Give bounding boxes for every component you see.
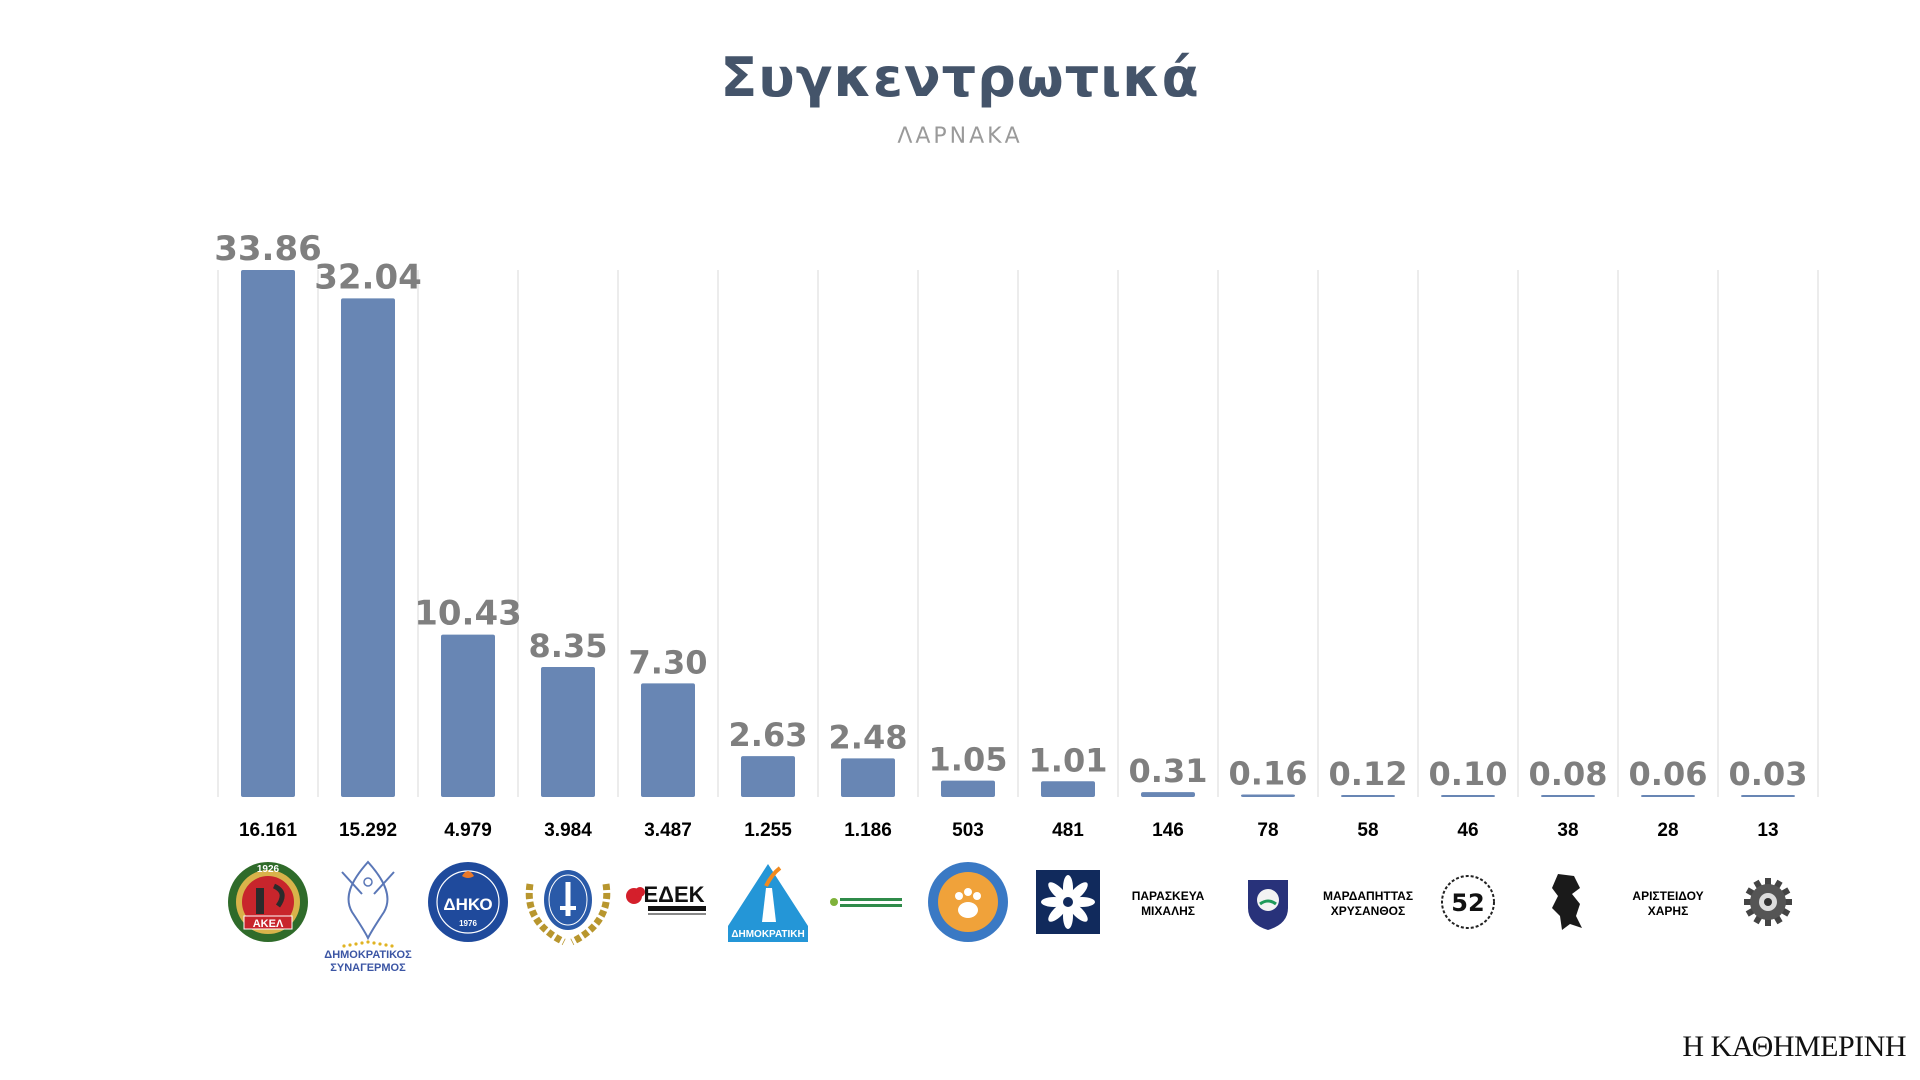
svg-text:ΠΑΡΑΤΑΞΗ: ΠΑΡΑΤΑΞΗ <box>741 941 794 952</box>
vote-count-label: 16.161 <box>239 820 298 841</box>
bar <box>541 667 595 797</box>
vote-count-label: 1.186 <box>844 820 892 841</box>
svg-text:ΧΑΡΗΣ: ΧΑΡΗΣ <box>1648 904 1689 918</box>
animal-party-emblem <box>928 862 1008 942</box>
value-label: 7.30 <box>629 643 708 681</box>
brand-logo: Η ΚΑΘΗΜΕΡΙΝΗ <box>1682 1030 1906 1063</box>
bar <box>741 756 795 797</box>
vote-labels: 16.161 15.292 4.979 3.984 3.487 1.255 1.186 503… <box>239 820 1779 841</box>
bar <box>1341 795 1395 797</box>
vote-count-label: 46 <box>1457 820 1478 841</box>
value-label: 1.01 <box>1029 741 1108 779</box>
value-label: 0.31 <box>1129 752 1208 790</box>
flower-emblem <box>1036 870 1100 934</box>
vote-count-label: 1.255 <box>744 820 792 841</box>
bar <box>341 298 395 797</box>
svg-text:ΑΚΕΛ: ΑΚΕΛ <box>253 918 284 930</box>
vote-count-label: 15.292 <box>339 820 397 841</box>
bar <box>1741 795 1795 797</box>
value-label: 2.48 <box>829 718 908 756</box>
vote-count-label: 146 <box>1152 820 1184 841</box>
svg-text:ΔΗΚΟ: ΔΗΚΟ <box>443 895 492 914</box>
svg-text:ΧΡΥΣΑΝΘΟΣ: ΧΡΥΣΑΝΘΟΣ <box>1331 904 1405 918</box>
bar <box>1141 792 1195 797</box>
akel-emblem: ΑΚΕΛ 1926 <box>228 862 308 942</box>
svg-text:ΣΥΝΑΓΕΡΜΟΣ: ΣΥΝΑΓΕΡΜΟΣ <box>330 962 406 974</box>
lion-emblem <box>1552 874 1582 930</box>
bar <box>1041 781 1095 797</box>
value-label: 32.04 <box>314 257 422 297</box>
vote-count-label: 4.979 <box>444 820 492 841</box>
bar <box>241 270 295 797</box>
svg-text:ΑΡΙΣΤΕΙΔΟΥ: ΑΡΙΣΤΕΙΔΟΥ <box>1632 889 1703 903</box>
svg-text:ΕΔΕΚ: ΕΔΕΚ <box>643 882 704 907</box>
chart-subtitle: ΛΑΡΝΑΚΑ <box>897 124 1023 149</box>
value-label: 10.43 <box>414 594 522 634</box>
bar <box>1641 795 1695 797</box>
value-label: 1.05 <box>929 741 1008 779</box>
svg-text:1926: 1926 <box>257 864 280 875</box>
chart-title: Συγκεντρωτικά <box>720 46 1200 109</box>
bars <box>241 270 1795 797</box>
svg-text:ΜΑΡΔΑΠΗΤΤΑΣ: ΜΑΡΔΑΠΗΤΤΑΣ <box>1323 889 1413 903</box>
vote-count-label: 503 <box>952 820 984 841</box>
vote-count-label: 58 <box>1357 820 1378 841</box>
value-label: 0.12 <box>1329 755 1408 793</box>
svg-text:ΜΙΧΑΛΗΣ: ΜΙΧΑΛΗΣ <box>1141 904 1195 918</box>
svg-text:ΠΑΡΑΣΚΕΥΑ: ΠΑΡΑΣΚΕΥΑ <box>1132 889 1205 903</box>
bar <box>841 758 895 797</box>
shield-emblem <box>1248 880 1288 930</box>
svg-text:1976: 1976 <box>459 919 477 928</box>
vote-count-label: 13 <box>1757 820 1778 841</box>
value-label: 0.06 <box>1629 755 1708 793</box>
value-label: 2.63 <box>729 716 808 754</box>
svg-text:ΔΗΜΟΚΡΑΤΙΚΟΣ: ΔΗΜΟΚΡΑΤΙΚΟΣ <box>324 949 412 961</box>
bar <box>641 683 695 797</box>
vote-count-label: 3.487 <box>644 820 692 841</box>
vote-count-label: 28 <box>1657 820 1678 841</box>
value-label: 0.08 <box>1529 755 1608 793</box>
value-label: 8.35 <box>529 627 608 665</box>
vote-count-label: 481 <box>1052 820 1084 841</box>
circle-52-emblem: 52 <box>1441 875 1495 929</box>
value-label: 0.16 <box>1229 755 1308 793</box>
vote-count-label: 38 <box>1557 820 1578 841</box>
value-label: 33.86 <box>214 229 322 269</box>
bar <box>1241 794 1295 797</box>
bar <box>1441 795 1495 797</box>
gridlines <box>217 270 1819 797</box>
diko-emblem: ΔΗΚΟ 1976 <box>428 862 508 942</box>
bar <box>1541 795 1595 797</box>
vote-count-label: 3.984 <box>544 820 592 841</box>
ecologists-emblem <box>830 898 902 907</box>
elam-emblem <box>525 870 611 946</box>
vote-count-label: 78 <box>1257 820 1278 841</box>
value-label: 0.03 <box>1729 755 1808 793</box>
edek-emblem: ΕΔΕΚ <box>626 882 706 915</box>
svg-text:52: 52 <box>1451 889 1484 917</box>
bar <box>441 634 495 797</box>
value-label: 0.10 <box>1429 755 1508 793</box>
gear-emblem <box>1744 878 1792 926</box>
bar <box>941 780 995 797</box>
svg-text:ΔΗΜΟΚΡΑΤΙΚΗ: ΔΗΜΟΚΡΑΤΙΚΗ <box>731 929 804 940</box>
